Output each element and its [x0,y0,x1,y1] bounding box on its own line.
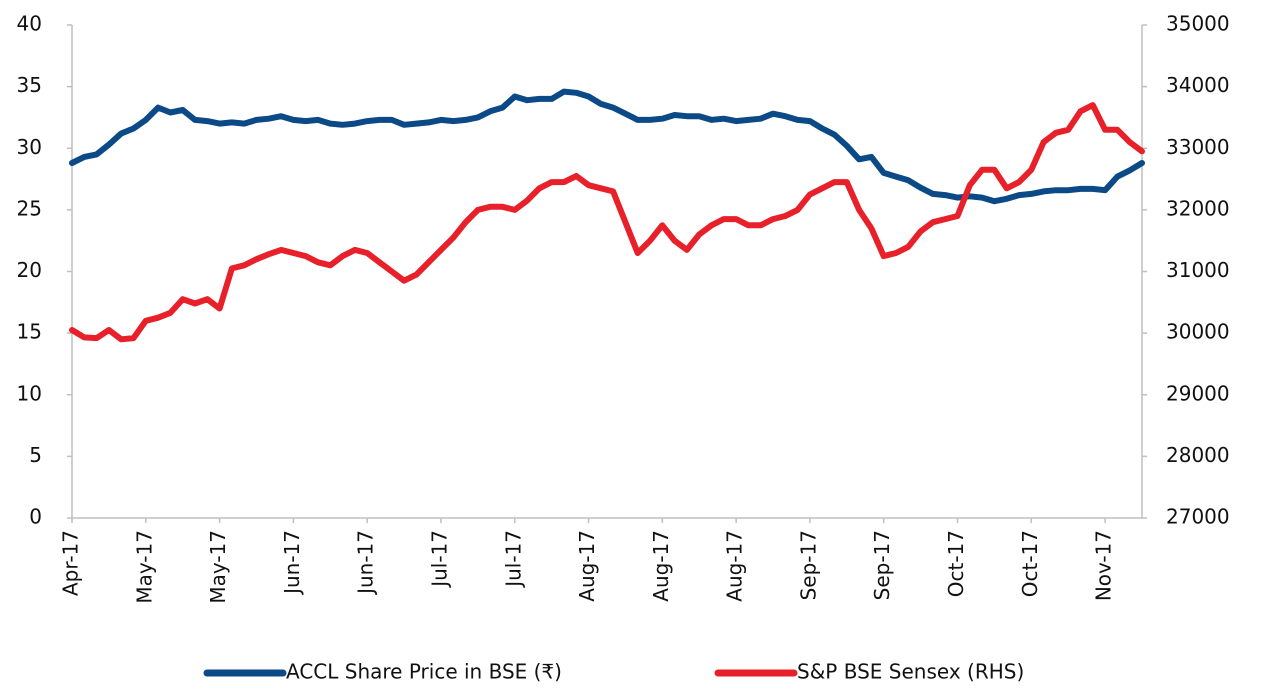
x-tick-label: Nov-17 [1092,530,1116,601]
y2-tick-label: 34000 [1166,73,1230,97]
y-tick-label: 5 [29,443,42,467]
x-tick-label: Aug-17 [723,530,747,602]
x-tick-label: May-17 [132,530,156,604]
y2-tick-label: 35000 [1166,12,1230,36]
x-tick-label: Oct-17 [1018,530,1042,597]
x-tick-label: Apr-17 [59,530,83,596]
y2-tick-label: 30000 [1166,320,1230,344]
x-tick-label: May-17 [206,530,230,604]
x-tick-label: Jun-17 [280,530,304,596]
series-line [69,102,1145,343]
x-tick-label: Aug-17 [575,530,599,602]
y2-tick-label: 28000 [1166,443,1230,467]
x-tick-label: Aug-17 [649,530,673,602]
y-tick-label: 35 [17,73,42,97]
series-line [69,88,1145,205]
x-tick-label: Jul-17 [427,530,451,589]
y-tick-label: 20 [17,258,42,282]
y-tick-label: 10 [17,381,42,405]
y-tick-label: 0 [29,505,42,529]
x-tick-label: Sep-17 [796,530,820,600]
x-tick-label: Jul-17 [501,530,525,589]
y2-tick-label: 32000 [1166,196,1230,220]
y2-tick-label: 29000 [1166,381,1230,405]
y-tick-label: 30 [17,135,42,159]
y2-tick-label: 33000 [1166,135,1230,159]
x-tick-label: Oct-17 [944,530,968,597]
y2-tick-label: 31000 [1166,258,1230,282]
y-tick-label: 40 [17,12,42,36]
y2-tick-label: 27000 [1166,505,1230,529]
legend-label: ACCL Share Price in BSE (₹) [286,660,562,684]
y-tick-label: 15 [17,320,42,344]
x-tick-label: Sep-17 [870,530,894,600]
y-tick-label: 25 [17,196,42,220]
legend-label: S&P BSE Sensex (RHS) [797,660,1024,684]
x-tick-label: Jun-17 [354,530,378,596]
